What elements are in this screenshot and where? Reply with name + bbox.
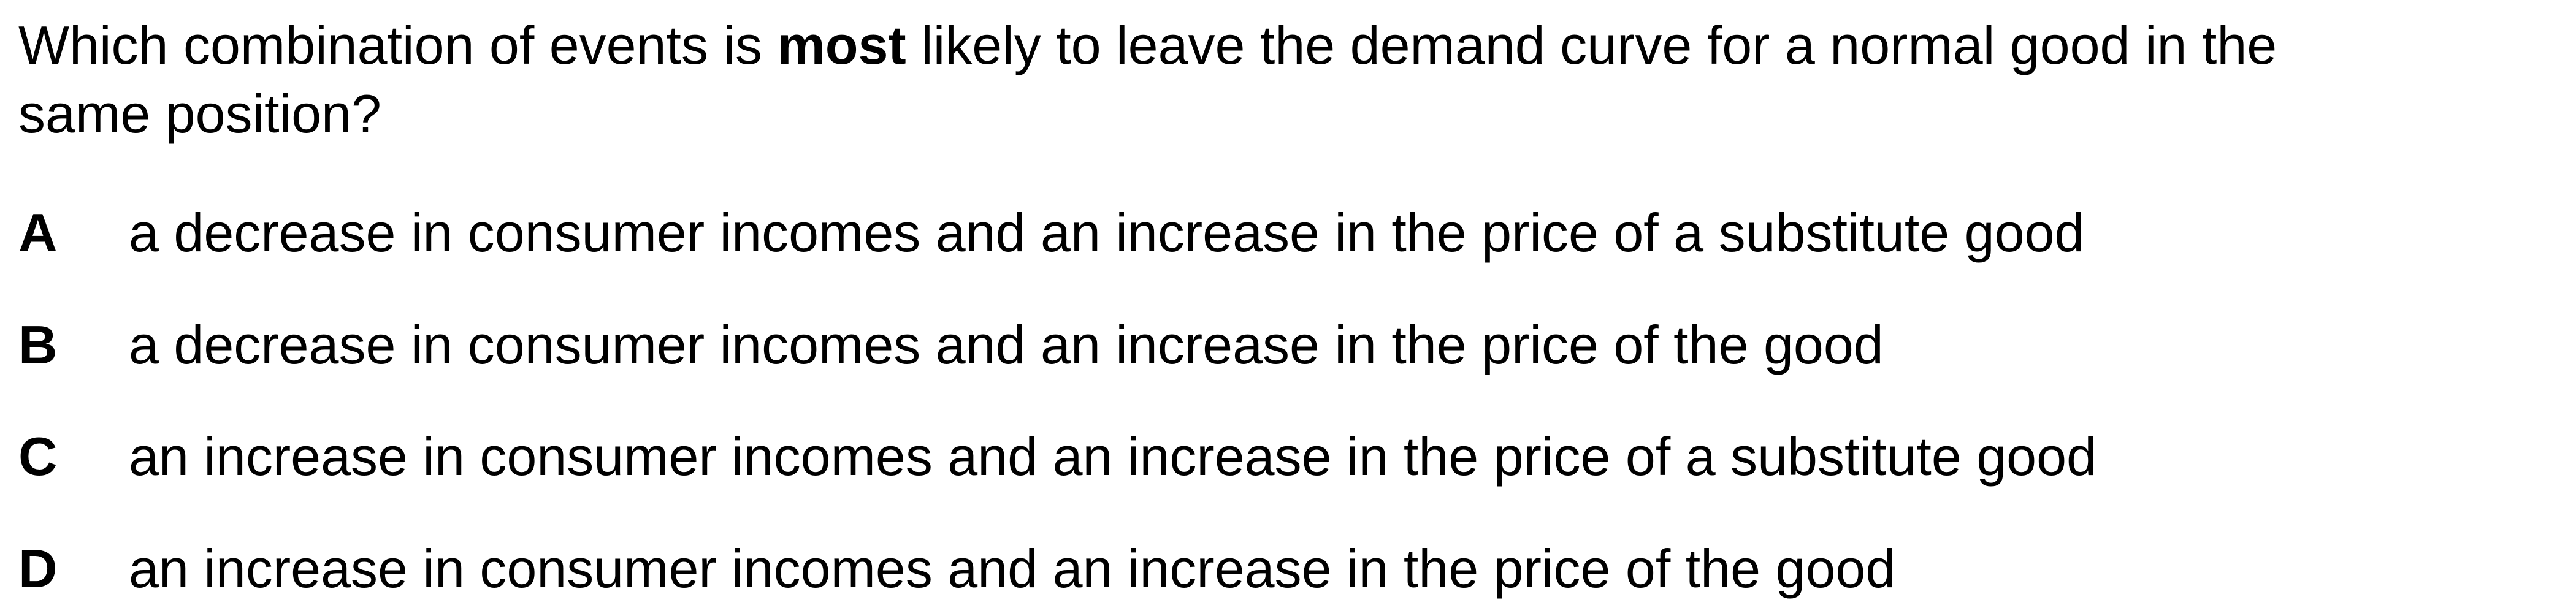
option-d-letter: D	[18, 538, 58, 599]
question-stem: Which combination of events is most like…	[18, 11, 2532, 148]
question-emphasis-most: most	[777, 15, 906, 75]
option-b-text: a decrease in consumer incomes and an in…	[129, 314, 1884, 375]
option-c-letter: C	[18, 426, 58, 487]
option-d-text: an increase in consumer incomes and an i…	[129, 538, 1896, 599]
question-line-1: Which combination of events is most like…	[18, 11, 2532, 80]
question-text-before-bold: Which combination of events is	[18, 15, 778, 75]
question-line-2: same position?	[18, 83, 381, 144]
option-c-text: an increase in consumer incomes and an i…	[129, 426, 2096, 487]
option-a-letter: A	[18, 202, 58, 263]
question-text-after-bold: likely to leave the demand curve for a n…	[906, 15, 2277, 75]
option-a-text: a decrease in consumer incomes and an in…	[129, 202, 2085, 263]
option-b-letter: B	[18, 314, 58, 375]
